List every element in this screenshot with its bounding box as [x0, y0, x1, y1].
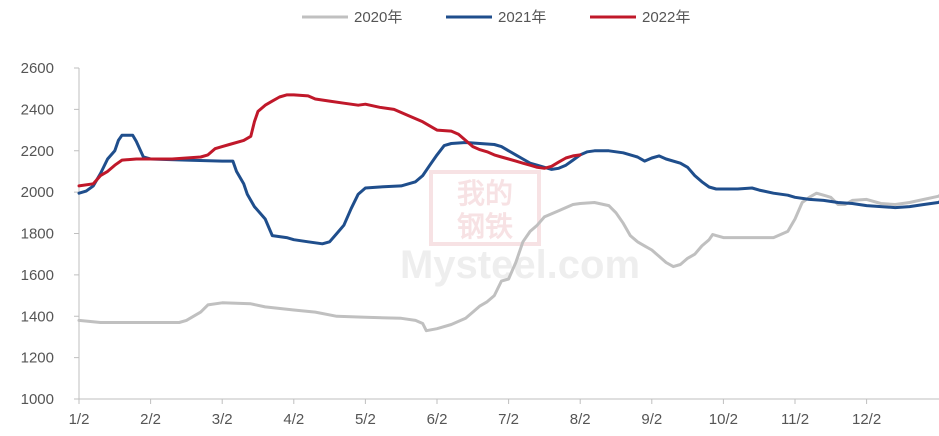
series-layer	[77, 93, 939, 333]
y-tick-label: 1400	[21, 308, 54, 325]
y-tick-label: 2200	[21, 143, 54, 160]
x-tick-label: 4/2	[283, 411, 304, 428]
axes: 1000 1200 1400 1600 1800 2000 2200 2400 2600 1/2 2…	[21, 60, 939, 428]
x-tick-label: 3/2	[212, 411, 233, 428]
y-tick-label: 1600	[21, 267, 54, 284]
y-tick-label: 1800	[21, 226, 54, 243]
x-tick-label: 11/2	[781, 411, 809, 428]
watermark-logo-line2: 钢铁	[457, 211, 513, 242]
legend-label-1: 2020年	[354, 9, 402, 26]
x-tick-label: 2/2	[140, 411, 161, 428]
x-tick-label: 10/2	[709, 411, 738, 428]
y-tick-label: 2400	[21, 101, 54, 118]
y-tick-label: 1200	[21, 350, 54, 367]
watermark-logo-box	[429, 170, 541, 246]
x-tick-label: 1/2	[69, 411, 90, 428]
x-tick-label: 7/2	[498, 411, 519, 428]
x-tick-label: 12/2	[852, 411, 881, 428]
x-tick-label: 8/2	[570, 411, 591, 428]
y-tick-label: 2600	[21, 60, 54, 77]
y-tick-label: 2000	[21, 184, 54, 201]
legend: 2020年 2021年 2022年	[302, 9, 690, 26]
watermark-logo-line1: 我的	[457, 177, 513, 209]
legend-label-2: 2021年	[498, 9, 546, 26]
x-tick-label: 9/2	[641, 411, 662, 428]
y-tick-label: 1000	[21, 391, 54, 408]
series-line-1	[77, 191, 939, 333]
series-line-3	[77, 93, 582, 188]
x-tick-label: 6/2	[427, 411, 448, 428]
watermark: 我的 钢铁 Mysteel.com	[400, 170, 640, 287]
x-tick-label: 5/2	[355, 411, 376, 428]
series-line-2	[77, 133, 939, 246]
legend-label-3: 2022年	[642, 9, 690, 26]
